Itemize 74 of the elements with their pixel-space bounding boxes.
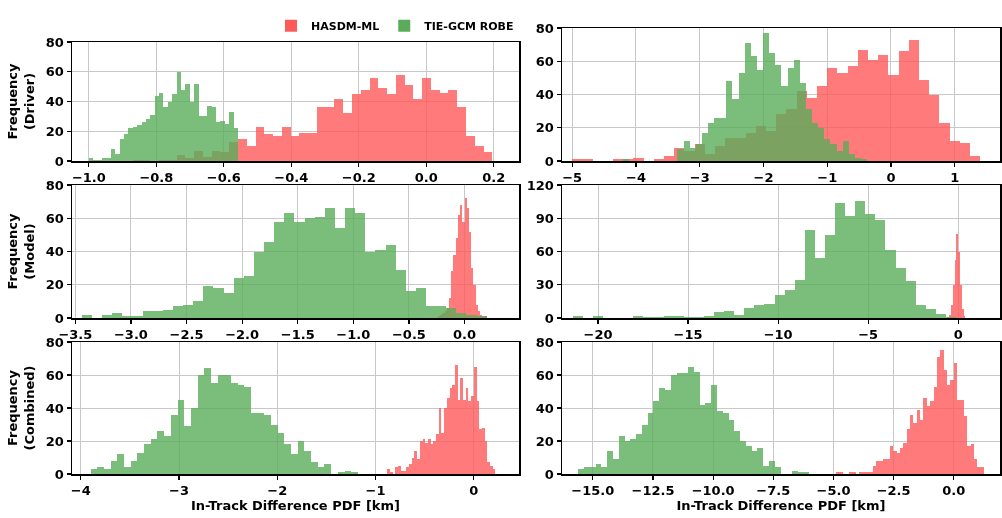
x-tick-label: −2.0 (225, 327, 260, 343)
y-axis-title: Frequency (Model) (5, 212, 38, 290)
y-tick-label: 40 (45, 244, 64, 260)
y-tick-label: 20 (45, 433, 64, 449)
y-tick-label: 40 (535, 400, 554, 416)
y-tick-label: 20 (45, 277, 64, 293)
x-tick-label: −10.0 (691, 483, 735, 499)
x-tick-label: −2.5 (876, 483, 911, 499)
y-tick-label: 90 (535, 210, 554, 226)
y-tick-label: 60 (535, 244, 554, 260)
x-tick-label: −1.0 (71, 170, 106, 186)
x-axis-title: In-Track Difference PDF [km] (676, 498, 886, 514)
y-tick-label: 60 (45, 367, 64, 383)
x-tick-label: −10 (763, 327, 793, 343)
x-tick-label: 0 (953, 327, 963, 343)
x-tick-label: −1.5 (280, 327, 315, 343)
legend-label: HASDM-ML (311, 20, 380, 33)
y-tick-label: 0 (544, 466, 554, 482)
x-tick-label: −20 (583, 327, 613, 343)
y-tick-label: 80 (535, 334, 554, 350)
x-tick-label: −12.5 (631, 483, 675, 499)
x-tick-label: 0.2 (482, 170, 506, 186)
x-tick-label: −2 (753, 170, 774, 186)
x-tick-label: −5.0 (816, 483, 851, 499)
x-tick-label: −1.0 (336, 327, 371, 343)
y-tick-label: 0 (54, 153, 64, 169)
x-tick-label: −3.0 (113, 327, 148, 343)
y-tick-label: 0 (54, 466, 64, 482)
x-tick-label: −15 (673, 327, 703, 343)
x-tick-label: −4 (625, 170, 646, 186)
y-tick-label: 60 (45, 210, 64, 226)
x-tick-label: 1 (950, 170, 960, 186)
x-tick-label: 0.0 (452, 327, 477, 343)
y-tick-label: 40 (45, 400, 64, 416)
x-tick-label: −0.6 (206, 170, 241, 186)
y-tick-label: 40 (45, 94, 64, 110)
x-tick-label: −0.8 (139, 170, 174, 186)
x-tick-label: −0.5 (391, 327, 426, 343)
y-tick-label: 40 (535, 87, 554, 103)
x-tick-label: −2 (267, 483, 288, 499)
x-tick-label: −1 (817, 170, 838, 186)
y-axis-title: Frequency (Driver) (5, 62, 38, 140)
x-tick-label: −0.4 (274, 170, 309, 186)
y-tick-label: 20 (535, 433, 554, 449)
x-tick-label: −5 (562, 170, 583, 186)
y-tick-label: 60 (45, 64, 64, 80)
y-tick-label: 80 (45, 177, 64, 193)
y-tick-label: 0 (544, 153, 554, 169)
y-tick-label: 0 (54, 310, 64, 326)
y-axis-title: Frequency (Combined) (5, 365, 38, 451)
x-tick-label: −1 (365, 483, 386, 499)
x-tick-label: 0.0 (414, 170, 438, 186)
x-tick-label: −5 (858, 327, 879, 343)
y-tick-label: 20 (45, 123, 64, 139)
x-tick-label: −15.0 (571, 483, 615, 499)
y-tick-label: 20 (535, 120, 554, 136)
x-tick-label: −0.2 (341, 170, 376, 186)
x-tick-label: 0 (469, 483, 479, 499)
y-tick-label: 60 (535, 53, 554, 69)
y-tick-label: 30 (535, 277, 554, 293)
x-tick-label: 0 (886, 170, 896, 186)
y-tick-label: 60 (535, 367, 554, 383)
y-tick-label: 80 (45, 34, 64, 50)
x-tick-label: −7.5 (756, 483, 791, 499)
x-axis-title: In-Track Difference PDF [km] (190, 498, 401, 514)
legend-label: TIE-GCM ROBE (424, 20, 514, 33)
x-tick-label: −3 (689, 170, 710, 186)
x-tick-label: −3 (169, 483, 190, 499)
y-tick-label: 80 (535, 20, 554, 36)
y-tick-label: 0 (544, 310, 554, 326)
x-tick-label: 0.0 (942, 483, 966, 499)
y-tick-label: 120 (526, 177, 554, 193)
x-tick-label: −2.5 (169, 327, 204, 343)
x-tick-label: −4 (70, 483, 91, 499)
